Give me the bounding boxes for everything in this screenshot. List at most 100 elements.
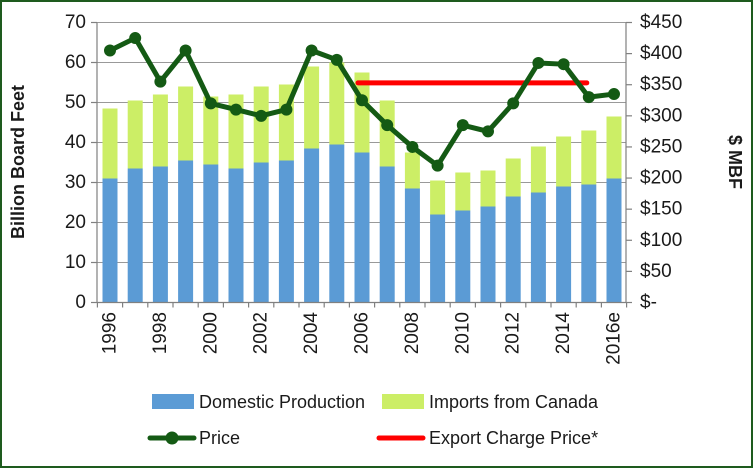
left-tick-label: 30: [65, 172, 86, 193]
domestic-production-bar-2006: [354, 152, 370, 303]
price-point-2006: [356, 94, 368, 107]
left-axis-title: Billion Board Feet: [8, 85, 28, 239]
legend-label-imports-from-canada: Imports from Canada: [429, 392, 599, 412]
imports-from-canada-bar-1999: [178, 86, 194, 161]
left-tick-label: 0: [75, 292, 86, 313]
imports-from-canada-bar-2009: [430, 180, 446, 215]
imports-from-canada-bar-2007: [379, 100, 395, 167]
domestic-production-bar-2013: [530, 192, 546, 303]
imports-from-canada-bar-2015: [581, 130, 597, 185]
imports-from-canada-bar-2012: [505, 158, 521, 197]
price-point-1998: [154, 75, 167, 88]
price-point-2003: [280, 103, 293, 116]
left-tick-label: 60: [65, 52, 86, 73]
right-tick-label: $150: [640, 199, 682, 220]
domestic-production-swatch: [152, 394, 194, 409]
imports-from-canada-bar-2002: [253, 86, 269, 163]
price-point-2005: [330, 53, 343, 66]
imports-from-canada-bar-2010: [455, 172, 471, 211]
domestic-production-bar-2000: [203, 164, 219, 303]
domestic-production-bar-2009: [430, 214, 446, 303]
domestic-production-bar-2016e: [606, 178, 622, 303]
imports-from-canada-bar-2011: [480, 170, 496, 207]
imports-from-canada-bar-2014: [556, 136, 572, 187]
price-point-2011: [482, 125, 494, 138]
right-tick-label: $100: [640, 230, 682, 251]
legend: Domestic Production Imports from Canada …: [147, 392, 599, 448]
right-tick-label: $300: [640, 105, 682, 126]
left-tick-label: 40: [65, 132, 86, 153]
imports-from-canada-bar-2004: [304, 66, 320, 149]
price-point-2007: [381, 119, 394, 132]
x-axis-label-2016e: 2016e: [604, 312, 625, 365]
legend-label-export-charge-price: Export Charge Price*: [429, 428, 598, 448]
domestic-production-bar-1997: [127, 168, 143, 303]
price-point-2012: [507, 97, 520, 110]
domestic-production-bar-2001: [228, 168, 244, 303]
right-tick-label: $50: [640, 261, 672, 282]
left-tick-label: 70: [65, 12, 86, 33]
domestic-production-bar-2012: [505, 196, 521, 303]
stacked-bars: [102, 62, 622, 303]
right-axis-title: $ MBF: [725, 135, 745, 189]
imports-from-canada-bar-1998: [152, 94, 168, 167]
domestic-production-bar-1998: [152, 166, 168, 303]
price-point-2014: [557, 58, 570, 71]
x-axis-label-2000: 2000: [200, 312, 221, 354]
legend-label-domestic-production: Domestic Production: [199, 392, 365, 412]
x-axis-label-2006: 2006: [352, 312, 373, 354]
domestic-production-bar-2003: [278, 160, 294, 303]
right-tick-label: $400: [640, 43, 682, 64]
price-point-2013: [532, 56, 545, 69]
price-point-2000: [204, 97, 217, 110]
x-axis-label-2014: 2014: [553, 312, 574, 355]
domestic-production-bar-1996: [102, 178, 118, 303]
price-point-1997: [129, 32, 142, 45]
domestic-production-bar-2011: [480, 206, 496, 303]
right-tick-label: $450: [640, 12, 682, 33]
price-point-2004: [305, 44, 318, 57]
domestic-production-bar-2004: [304, 148, 320, 303]
imports-from-canada-bar-2005: [329, 62, 345, 145]
x-axis-label-2004: 2004: [301, 312, 322, 355]
price-point-2001: [230, 103, 242, 116]
domestic-production-bar-2015: [581, 184, 597, 303]
price-point-2015: [582, 91, 595, 104]
imports-from-canada-swatch: [382, 394, 424, 409]
price-lines: [104, 32, 620, 172]
x-axis-label-2008: 2008: [402, 312, 423, 354]
domestic-production-bar-1999: [178, 160, 194, 303]
imports-from-canada-bar-2000: [203, 96, 219, 165]
imports-from-canada-bar-2013: [530, 146, 546, 193]
right-tick-label: $200: [640, 168, 682, 189]
right-tick-label: $-: [640, 292, 657, 313]
x-axis-label-1998: 1998: [150, 312, 171, 354]
domestic-production-bar-2008: [404, 188, 420, 303]
right-tick-label: $350: [640, 74, 682, 95]
price-point-2008: [406, 140, 419, 153]
x-axis-label-2002: 2002: [251, 312, 272, 354]
domestic-production-bar-2007: [379, 166, 395, 303]
price-point-1999: [179, 44, 192, 57]
price-point-1996: [104, 44, 116, 57]
domestic-production-bar-2010: [455, 210, 471, 303]
imports-from-canada-bar-1996: [102, 108, 118, 179]
imports-from-canada-bar-2016e: [606, 116, 622, 179]
legend-label-price: Price: [199, 428, 240, 448]
x-axis-label-2012: 2012: [503, 312, 524, 354]
price-point-2002: [255, 109, 268, 122]
imports-from-canada-bar-2008: [404, 152, 420, 189]
left-tick-label: 50: [65, 92, 86, 113]
price-point-2010: [456, 119, 469, 132]
left-tick-label: 20: [65, 212, 86, 233]
axes: [91, 21, 632, 308]
right-tick-label: $250: [640, 136, 682, 157]
domestic-production-bar-2014: [556, 186, 572, 303]
price-marker-sample: [165, 431, 179, 445]
imports-from-canada-bar-1997: [127, 100, 143, 169]
x-axis-label-2010: 2010: [452, 312, 473, 354]
left-tick-label: 10: [65, 252, 86, 273]
domestic-production-bar-2005: [329, 144, 345, 303]
